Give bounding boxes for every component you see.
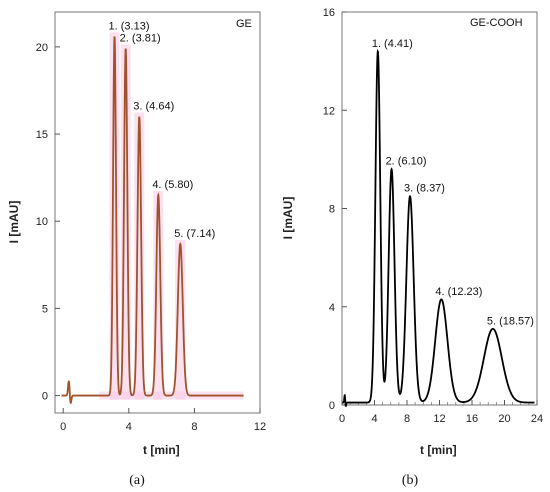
pa-ytick-label: 10 <box>36 216 48 228</box>
panel-b-series-line <box>342 49 535 407</box>
pa-peak-label: 3. (4.64) <box>133 101 174 113</box>
panel-b-title: GE-COOH <box>470 17 523 29</box>
pa-peak-highlight <box>134 112 145 400</box>
pb-peak-label: 4. (12.23) <box>435 286 482 298</box>
panel-b-plot-frame <box>341 11 538 406</box>
panel-a-series-line <box>61 36 244 404</box>
pa-peak-highlight <box>109 32 120 400</box>
pa-xtick-label: 12 <box>254 421 266 433</box>
pb-ytick-label: 8 <box>329 204 335 216</box>
panel-a-plot-frame <box>54 11 261 414</box>
panel-a-ylabel: I [mAU] <box>7 201 21 244</box>
pa-peak-label: 4. (5.80) <box>152 179 193 191</box>
pb-xtick-label: 8 <box>404 413 410 425</box>
pa-ytick-label: 15 <box>36 129 48 141</box>
pb-xtick-label: 0 <box>339 413 345 425</box>
panel-a-chart: 0 5 10 15 20 0 4 8 12 1. (3.13)2. (3.81) 3. (4.64… <box>7 11 266 488</box>
pa-xtick-label: 0 <box>60 421 66 433</box>
panel-b-xlabel: t [min] <box>420 443 457 457</box>
pb-xtick-label: 20 <box>498 413 510 425</box>
pa-ytick-label: 5 <box>42 303 48 315</box>
pb-xtick-label: 4 <box>371 413 377 425</box>
pa-peak-label: 1. (3.13) <box>109 20 150 32</box>
pa-peak-highlight <box>175 239 186 400</box>
pb-peak-label: 5. (18.57) <box>487 315 534 327</box>
pb-xtick-label: 24 <box>531 413 543 425</box>
panel-b-ylabel: I [mAU] <box>281 197 295 240</box>
pb-xtick-label: 12 <box>433 413 445 425</box>
pb-xtick-label: 16 <box>466 413 478 425</box>
pb-ytick-label: 0 <box>329 400 335 412</box>
pa-xtick-label: 4 <box>126 421 132 433</box>
pa-ytick-label: 20 <box>36 42 48 54</box>
panel-b-chart: 0 4 8 12 16 0 4 8 12 16 20 24 1. (4.41) 2. (6.10) 3. … <box>281 7 543 488</box>
panel-b-panel-label: (b) <box>402 473 419 488</box>
pb-ytick-label: 12 <box>323 105 335 117</box>
pa-xtick-label: 8 <box>191 421 197 433</box>
pb-ytick-label: 4 <box>329 302 335 314</box>
pb-peak-label: 1. (4.41) <box>372 38 413 50</box>
pa-ytick-label: 0 <box>42 391 48 403</box>
pb-peak-label: 2. (6.10) <box>386 156 427 168</box>
pa-peak-label: 5. (7.14) <box>174 228 215 240</box>
pb-ytick-label: 16 <box>323 7 335 19</box>
panel-a-panel-label: (a) <box>129 473 145 488</box>
pa-peak-highlight <box>153 191 164 400</box>
pa-peak-highlight <box>120 44 131 400</box>
pa-peak-label: 2. (3.81) <box>120 33 161 45</box>
panel-a-xlabel: t [min] <box>143 443 180 457</box>
panel-a-title: GE <box>236 18 252 30</box>
pb-peak-label: 3. (8.37) <box>404 183 445 195</box>
